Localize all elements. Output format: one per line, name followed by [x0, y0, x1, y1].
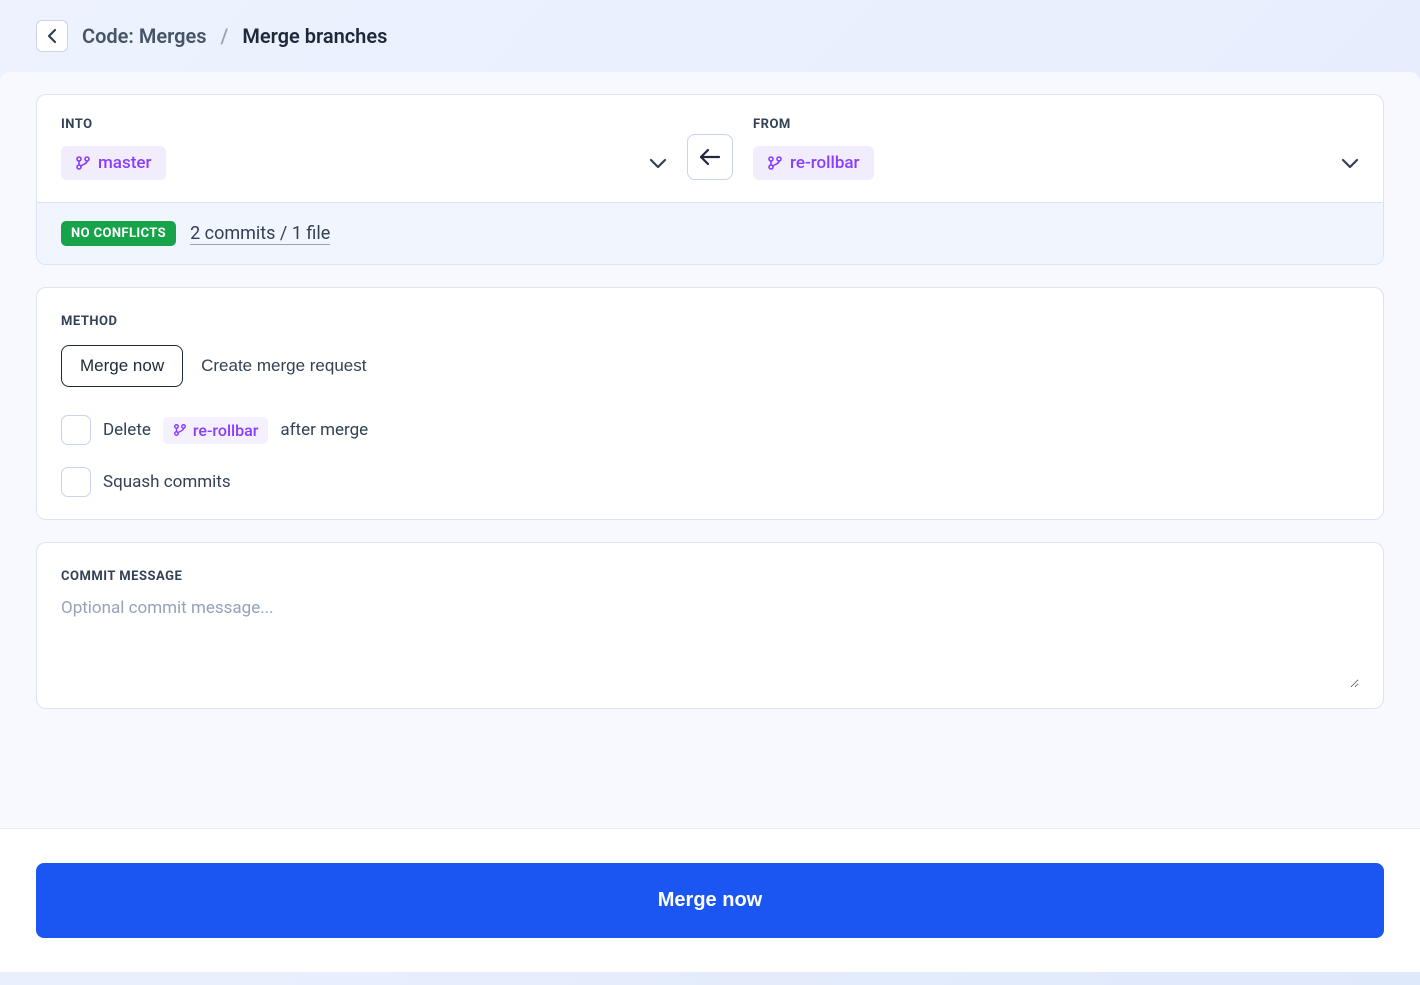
branch-icon — [173, 423, 187, 437]
from-label: FROM — [753, 117, 1359, 132]
breadcrumb-parent[interactable]: Code: Merges — [82, 24, 207, 48]
create-merge-request-option[interactable]: Create merge request — [197, 345, 370, 387]
back-button[interactable] — [36, 20, 68, 52]
chevron-down-icon — [1341, 158, 1359, 169]
merge-now-option[interactable]: Merge now — [61, 345, 183, 387]
method-label: METHOD — [61, 314, 117, 329]
commits-summary-link[interactable]: 2 commits / 1 file — [190, 223, 330, 245]
commit-message-label: COMMIT MESSAGE — [61, 569, 182, 584]
branch-icon — [767, 155, 783, 171]
squash-checkbox[interactable] — [61, 467, 91, 497]
breadcrumb-separator: / — [221, 24, 229, 48]
method-card: METHOD Merge now Create merge request De… — [36, 287, 1384, 520]
into-column: INTO master — [61, 117, 667, 180]
into-label: INTO — [61, 117, 667, 132]
into-branch-tag: master — [61, 146, 166, 180]
branches-card: INTO master — [36, 94, 1384, 265]
breadcrumb: Code: Merges / Merge branches — [82, 24, 387, 48]
breadcrumb-current: Merge branches — [242, 24, 387, 48]
delete-branch-tag: re-rollbar — [163, 417, 268, 444]
squash-label: Squash commits — [103, 472, 231, 492]
chevron-left-icon — [47, 28, 57, 44]
into-branch-name: master — [98, 153, 152, 173]
from-branch-select[interactable]: re-rollbar — [753, 146, 1359, 180]
commit-message-input[interactable] — [61, 598, 1359, 688]
page-header: Code: Merges / Merge branches — [0, 0, 1420, 72]
merge-now-button[interactable]: Merge now — [36, 863, 1384, 938]
status-row: NO CONFLICTS 2 commits / 1 file — [37, 202, 1383, 264]
footer-bar: Merge now — [0, 828, 1420, 972]
swap-branches-button[interactable] — [687, 134, 733, 180]
delete-branch-row: Delete re-rollbar after merge — [61, 415, 1359, 445]
from-branch-tag: re-rollbar — [753, 146, 874, 180]
delete-suffix-text: after merge — [280, 420, 368, 440]
from-branch-name: re-rollbar — [790, 153, 860, 173]
squash-row: Squash commits — [61, 467, 1359, 497]
branches-row: INTO master — [37, 95, 1383, 202]
branch-icon — [75, 155, 91, 171]
delete-branch-checkbox[interactable] — [61, 415, 91, 445]
from-column: FROM re-rollbar — [753, 117, 1359, 180]
chevron-down-icon — [649, 158, 667, 169]
no-conflicts-badge: NO CONFLICTS — [61, 221, 176, 246]
delete-branch-name: re-rollbar — [193, 421, 258, 440]
method-options: Merge now Create merge request — [61, 345, 1359, 387]
arrow-left-icon — [699, 148, 721, 166]
delete-prefix-text: Delete — [103, 420, 151, 440]
into-branch-select[interactable]: master — [61, 146, 667, 180]
content-area: INTO master — [0, 72, 1420, 972]
commit-message-card: COMMIT MESSAGE — [36, 542, 1384, 709]
